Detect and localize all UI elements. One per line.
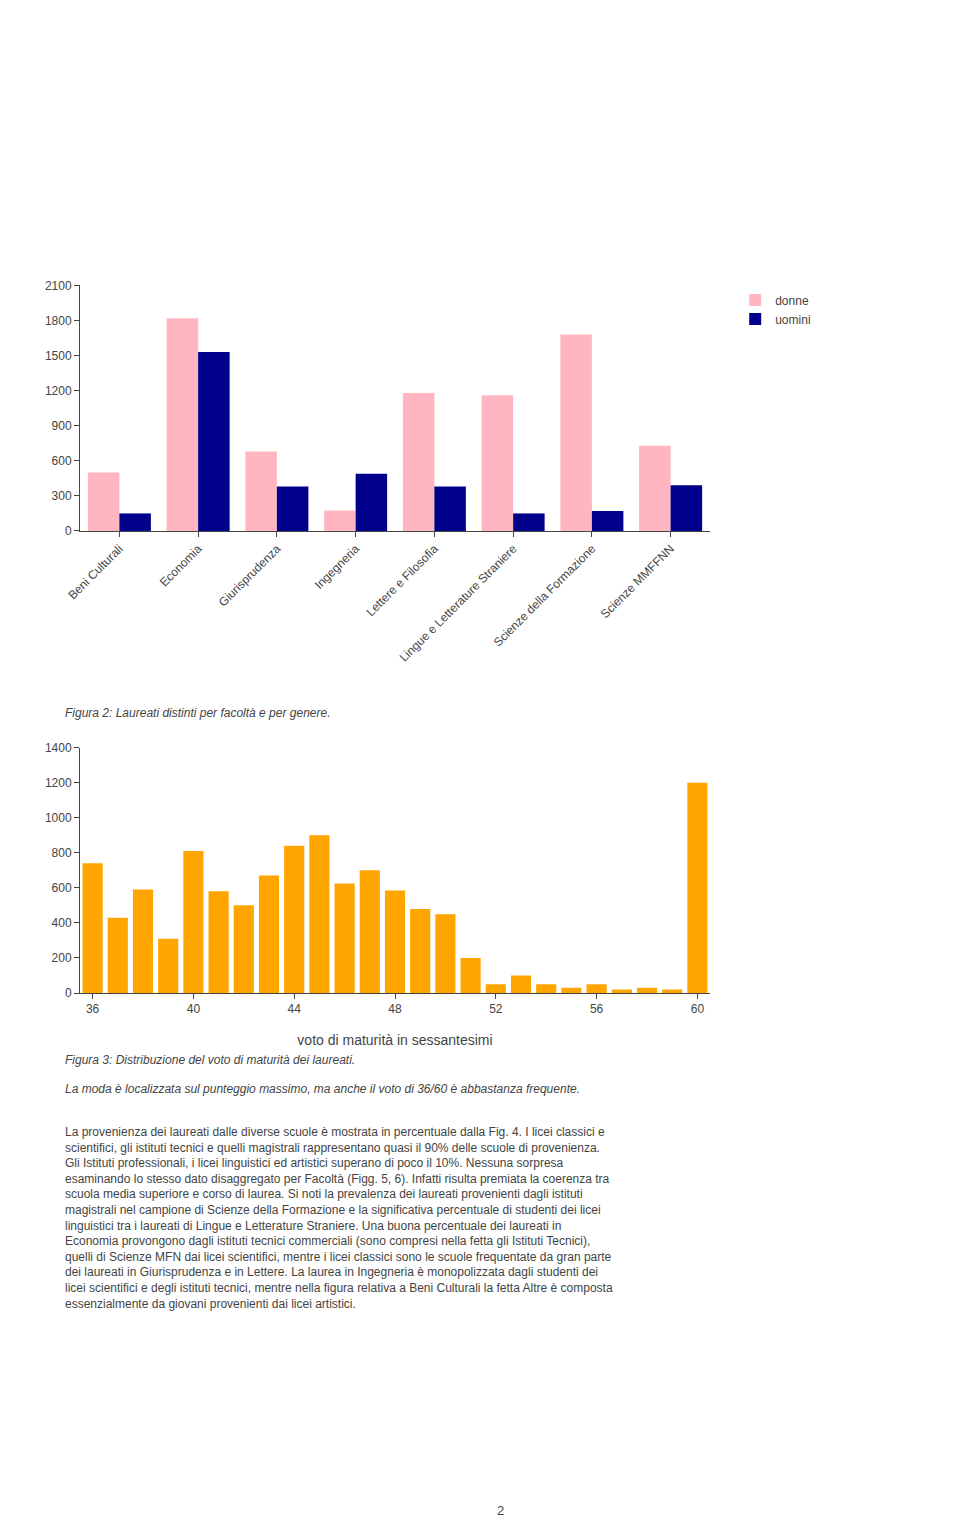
svg-text:La moda è localizzata sul punt: La moda è localizzata sul punteggio mass… <box>65 1082 580 1096</box>
svg-text:La provenienza dei laureati da: La provenienza dei laureati dalle divers… <box>65 1125 613 1311</box>
svg-text:300: 300 <box>52 489 72 503</box>
svg-text:1800: 1800 <box>45 314 72 328</box>
svg-text:600: 600 <box>52 454 72 468</box>
svg-text:1200: 1200 <box>45 384 72 398</box>
svg-text:Economia: Economia <box>157 542 205 590</box>
svg-text:Scienze della Formazione: Scienze della Formazione <box>491 542 599 650</box>
svg-text:52: 52 <box>489 1002 503 1016</box>
svg-text:Lettere e Filosofia: Lettere e Filosofia <box>363 542 441 620</box>
svg-text:Figura 2: Laureati distinti pe: Figura 2: Laureati distinti per facoltà … <box>65 706 331 720</box>
svg-text:800: 800 <box>52 846 72 860</box>
svg-text:36: 36 <box>86 1002 100 1016</box>
svg-text:uomini: uomini <box>775 313 810 327</box>
svg-text:56: 56 <box>590 1002 604 1016</box>
svg-text:donne: donne <box>775 294 809 308</box>
svg-text:Beni Culturali: Beni Culturali <box>65 542 125 602</box>
svg-text:1400: 1400 <box>45 741 72 755</box>
svg-text:2: 2 <box>497 1503 504 1518</box>
svg-text:60: 60 <box>691 1002 705 1016</box>
svg-text:44: 44 <box>288 1002 302 1016</box>
svg-text:600: 600 <box>52 881 72 895</box>
svg-text:1500: 1500 <box>45 349 72 363</box>
svg-text:0: 0 <box>65 524 72 538</box>
svg-text:900: 900 <box>52 419 72 433</box>
svg-text:400: 400 <box>52 916 72 930</box>
svg-text:Ingegneria: Ingegneria <box>312 542 362 592</box>
svg-text:Figura 3: Distribuzione del vo: Figura 3: Distribuzione del voto di matu… <box>65 1053 355 1067</box>
svg-text:voto di maturità in sessantesi: voto di maturità in sessantesimi <box>297 1032 492 1048</box>
svg-text:2100: 2100 <box>45 279 72 293</box>
svg-text:40: 40 <box>187 1002 201 1016</box>
svg-text:Lingue e Letterature Straniere: Lingue e Letterature Straniere <box>397 542 520 665</box>
svg-text:48: 48 <box>388 1002 402 1016</box>
svg-text:Giurisprudenza: Giurisprudenza <box>216 542 284 610</box>
svg-text:1000: 1000 <box>45 811 72 825</box>
svg-text:1200: 1200 <box>45 776 72 790</box>
svg-text:200: 200 <box>52 951 72 965</box>
svg-text:0: 0 <box>65 986 72 1000</box>
svg-text:Scienze MMFFNN: Scienze MMFFNN <box>598 542 677 621</box>
